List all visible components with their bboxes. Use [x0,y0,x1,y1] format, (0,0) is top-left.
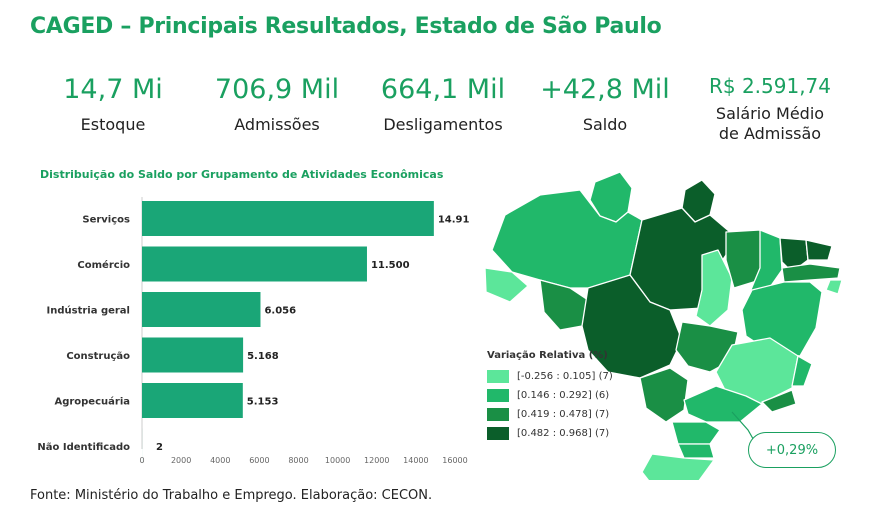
sao-paulo-callout: +0,29% [748,432,836,468]
kpi-desligamentos: 664,1 Mil Desligamentos [368,74,518,134]
map-region-pernambuco [781,263,841,283]
bar [142,246,367,282]
legend-title: Variação Relativa (%) [487,350,608,361]
map-region-parana [671,421,721,445]
category-label: Construção [66,351,130,362]
chart-title: Distribuição do Saldo por Grupamento de … [40,168,444,181]
map-region-rio-grande-do-norte [805,239,833,261]
value-label: 5.153 [247,397,279,408]
x-tick-label: 4000 [210,456,230,465]
kpi-value: R$ 2.591,74 [708,74,832,98]
bar-chart: Serviços 14.919 Comércio 11.500 Indústria ge… [37,197,470,465]
legend-item: [0.146 : 0.292] (6) [487,386,613,405]
category-label: Agropecuária [54,396,130,408]
map-region-espirito-santo [791,355,813,387]
map-region-alagoas [825,279,843,295]
x-tick-label: 2000 [171,456,191,465]
legend-item: [0.419 : 0.478] (7) [487,405,613,424]
category-label: Serviços [82,215,130,226]
value-label: 11.500 [371,260,410,271]
legend-label: [0.419 : 0.478] (7) [517,409,610,420]
map-region-rio-grande-do-sul [641,453,715,480]
x-tick-label: 6000 [249,456,269,465]
map-region-sao-paulo [683,385,763,423]
value-label: 14.919 [438,215,470,226]
x-tick-label: 10000 [325,456,350,465]
map-region-mato-grosso [581,274,683,379]
bar [142,201,434,236]
legend-label: [0.146 : 0.292] (6) [517,390,610,401]
legend-swatch [487,427,509,440]
map-region-rio-de-janeiro [761,389,797,413]
map-region-santa-catarina [677,443,715,459]
legend-swatch [487,370,509,383]
legend-label: [-0.256 : 0.105] (7) [517,371,613,382]
kpi-label-line2: de Admissão [718,124,822,143]
kpi-label: Admissões [234,115,320,134]
category-label: Comércio [77,259,130,271]
kpi-label: Estoque [80,115,146,134]
x-tick-label: 0 [139,456,144,465]
map-region-tocantins [695,249,733,327]
category-label: Indústria geral [47,305,131,317]
kpi-value: +42,8 Mil [540,74,670,105]
value-label: 2 [156,442,163,453]
kpi-label: Desligamentos [383,115,503,134]
map-region-mato-grosso-do-sul [639,367,689,423]
category-label: Não Identificado [37,442,130,453]
kpi-label-line1: Salário Médio [715,104,825,123]
source-note: Fonte: Ministério do Trabalho e Emprego.… [30,488,433,503]
legend-swatch [487,389,509,402]
legend-label: [0.482 : 0.968] (7) [517,428,610,439]
legend-item: [0.482 : 0.968] (7) [487,424,613,443]
kpi-saldo: +42,8 Mil Saldo [530,74,680,134]
brazil-map [484,171,843,480]
kpi-salario-medio: R$ 2.591,74 Salário Médio de Admissão [690,74,850,144]
map-region-acre [484,267,529,303]
legend-item: [-0.256 : 0.105] (7) [487,367,613,386]
kpi-label: Salário Médio de Admissão [690,104,850,144]
kpi-value: 706,9 Mil [214,74,340,105]
map-region-bahia [741,281,823,357]
x-tick-label: 8000 [288,456,308,465]
x-tick-label: 14000 [403,456,428,465]
value-label: 5.168 [247,351,279,362]
x-tick-label: 16000 [442,456,467,465]
bar [142,383,243,418]
kpi-admissoes: 706,9 Mil Admissões [202,74,352,134]
kpi-label: Saldo [582,115,628,134]
kpi-value: 664,1 Mil [380,74,506,105]
x-tick-label: 12000 [364,456,389,465]
legend-swatch [487,408,509,421]
kpi-value: 14,7 Mi [63,74,163,105]
bar [142,337,244,373]
kpi-estoque: 14,7 Mi Estoque [48,74,178,134]
page-title: CAGED – Principais Resultados, Estado de… [30,14,662,39]
bar [142,292,261,327]
map-legend: Variação Relativa (%) [-0.256 : 0.105] (… [487,350,613,443]
value-label: 6.056 [264,306,296,317]
